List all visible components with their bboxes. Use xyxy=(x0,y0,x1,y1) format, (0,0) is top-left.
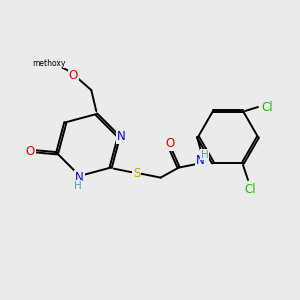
Text: N: N xyxy=(75,171,84,184)
Text: Cl: Cl xyxy=(244,184,256,196)
Text: H: H xyxy=(201,150,208,160)
Text: Cl: Cl xyxy=(261,100,273,113)
Text: N: N xyxy=(196,154,205,167)
Text: S: S xyxy=(133,167,140,180)
Text: H: H xyxy=(74,181,82,191)
Text: N: N xyxy=(116,130,125,143)
Text: methoxy: methoxy xyxy=(33,58,66,68)
Text: O: O xyxy=(26,145,35,158)
Text: O: O xyxy=(69,69,78,82)
Text: O: O xyxy=(165,137,174,150)
